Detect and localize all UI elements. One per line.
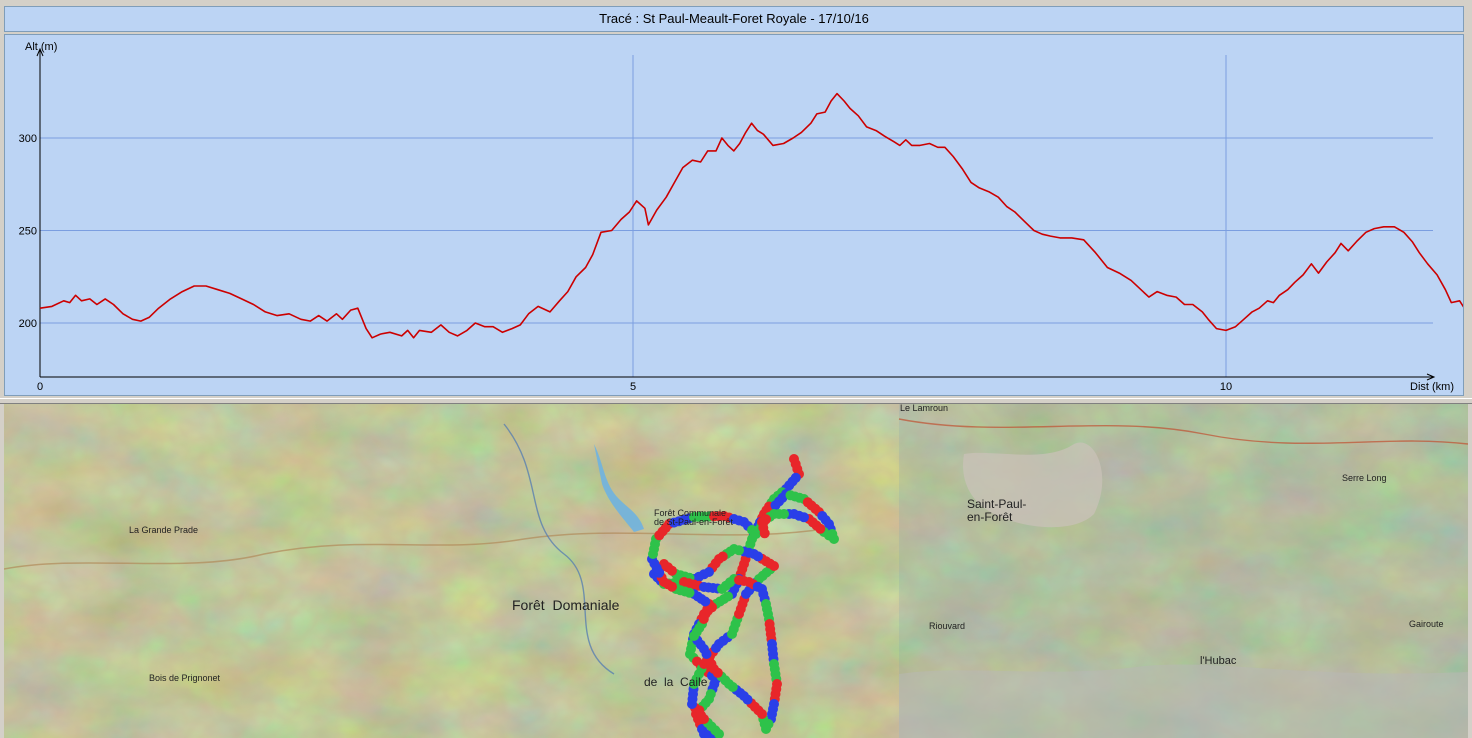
elevation-profile-panel: 200 250 300 0 5 10 Alt (m) Dist (km) <box>4 34 1464 396</box>
x-axis-label: Dist (km) <box>1410 381 1454 393</box>
map-label-grande-prade: La Grande Prade <box>129 525 199 535</box>
x-axis-arrow <box>1426 373 1436 381</box>
map-label-foret-communale: Forêt Communale de St-Paul-en-Forêt <box>654 508 734 528</box>
map-label-hubac: l'Hubac <box>1200 655 1237 667</box>
y-axis-arrow <box>36 47 44 57</box>
map-label-de-la-caile: de la Caile <box>644 675 708 689</box>
map-label-saint-paul: Saint-Paul- en-Forêt <box>967 497 1027 524</box>
x-tick-label: 0 <box>37 381 43 393</box>
map-label-gairoute: Gairoute <box>1409 619 1444 629</box>
elevation-series-line <box>39 92 1463 339</box>
x-tick-label: 5 <box>630 381 636 393</box>
map-canvas[interactable] <box>4 404 1468 738</box>
elevation-profile-chart: 200 250 300 0 5 10 Alt (m) Dist (km) <box>19 41 1463 393</box>
topographic-map[interactable]: Saint-Paul- en-Forêt Forêt Domaniale Forêt… <box>4 404 1468 738</box>
map-label-riouvard: Riouvard <box>929 621 966 631</box>
y-tick-label: 250 <box>19 226 37 238</box>
gps-track <box>647 454 839 738</box>
x-tick-label: 10 <box>1220 381 1232 393</box>
chart-title: Tracé : St Paul-Meault-Foret Royale - 17… <box>599 11 869 26</box>
chart-title-bar: Tracé : St Paul-Meault-Foret Royale - 17… <box>4 6 1464 32</box>
track-point <box>759 528 770 539</box>
y-axis-label: Alt (m) <box>25 41 57 53</box>
map-label-foret-domaniale: Forêt Domaniale <box>512 597 620 613</box>
splitter[interactable] <box>0 398 1472 404</box>
y-tick-label: 200 <box>19 318 37 330</box>
map-label-le-lamroun: Le Lamroun <box>900 404 949 413</box>
map-label-serre-long: Serre Long <box>1342 473 1387 483</box>
map-label-bois-prignonet: Bois de Prignonet <box>149 673 221 683</box>
y-tick-label: 300 <box>19 133 37 145</box>
